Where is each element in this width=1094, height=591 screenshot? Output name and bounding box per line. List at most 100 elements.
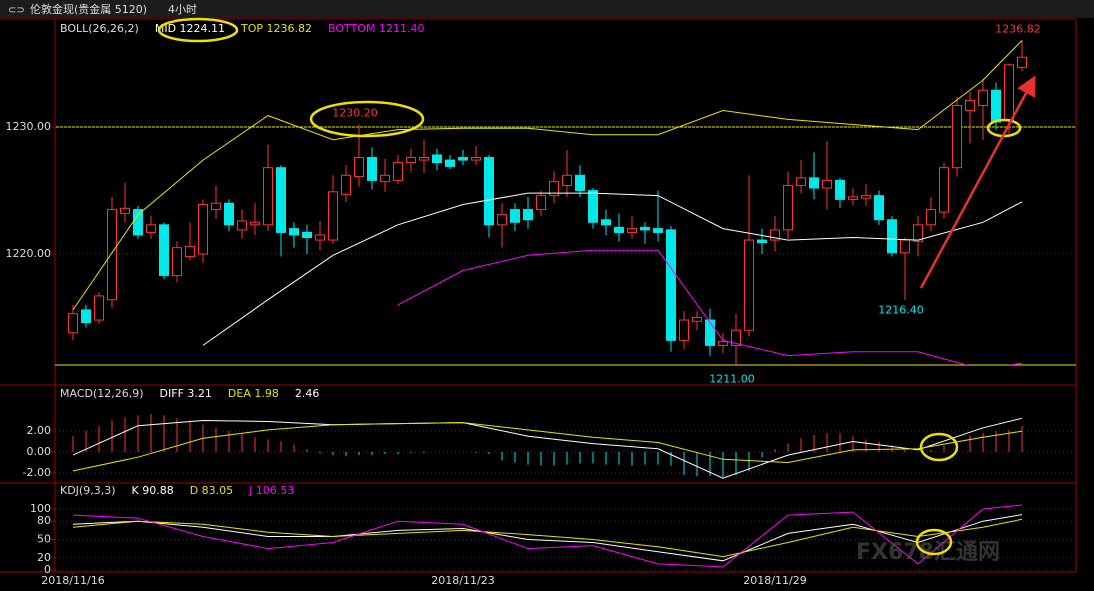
indicator-line: [72, 504, 1023, 568]
candle-body: [497, 214, 507, 226]
indicator-line: [397, 249, 1023, 365]
y-tick-label: 20: [37, 551, 51, 564]
y-tick-label: 100: [30, 502, 51, 515]
axis: -2.00 0.00 2.00: [23, 424, 55, 479]
indicator-line: [202, 192, 1023, 346]
annotation-shapes: [157, 17, 1022, 556]
candle-body: [822, 179, 832, 189]
panel: [55, 414, 1076, 479]
candle-body: [250, 221, 260, 226]
highlight-ellipse: [309, 100, 425, 138]
legend-entry: BOTTOM 1211.40: [328, 22, 424, 35]
candle-body: [965, 99, 975, 112]
candle-body: [341, 174, 351, 195]
axis: 1220.00 1230.00: [6, 120, 55, 260]
candle-body: [887, 219, 897, 254]
candle-body: [900, 239, 910, 254]
candle-body: [237, 220, 247, 231]
candle-body: [692, 317, 702, 322]
candle-body: [809, 177, 819, 189]
indicator-line: [72, 417, 1023, 479]
candle-body: [1017, 56, 1027, 68]
y-tick-label: 1230.00: [6, 120, 52, 133]
candle-body: [653, 228, 663, 233]
price-annotation: 1216.40: [878, 304, 924, 317]
candle-body: [198, 203, 208, 255]
indicator-name: MACD(12,26,9): [60, 387, 144, 400]
y-tick-label: -2.00: [23, 466, 51, 479]
candle-body: [107, 209, 117, 301]
highlight-ellipse: [919, 432, 959, 462]
legend-entry: K 90.88: [132, 484, 174, 497]
trend-arrow: [919, 75, 1036, 289]
candle-body: [289, 228, 299, 236]
candle-body: [679, 319, 689, 341]
x-tick-label: 2018/11/16: [41, 574, 104, 587]
candle-body: [770, 229, 780, 241]
title-bar: [0, 0, 1094, 18]
candle-body: [432, 154, 442, 164]
candle-body: [367, 157, 377, 181]
candle-body: [458, 157, 468, 161]
indicator-line: [72, 514, 1023, 562]
candle-body: [536, 195, 546, 211]
candle-body: [315, 234, 325, 241]
period[interactable]: 4小时: [168, 3, 197, 16]
candle-body: [744, 239, 754, 331]
candle-body: [978, 89, 988, 106]
candle-body: [614, 226, 624, 233]
candle-body: [1004, 64, 1014, 120]
candle-body: [601, 219, 611, 226]
candle-body: [263, 167, 273, 226]
candle-body: [718, 341, 728, 346]
price-annotation: 1211.00: [709, 372, 755, 385]
candle-body: [731, 329, 741, 346]
candle-body: [172, 247, 182, 277]
candle-body: [913, 224, 923, 242]
candle-body: [640, 226, 650, 231]
candle-body: [276, 167, 286, 233]
candle-body: [562, 174, 572, 186]
panel: [55, 504, 1076, 571]
candle-body: [68, 313, 78, 334]
legend-entry: MID 1224.11: [155, 22, 225, 35]
candle-body: [94, 295, 104, 321]
candle-body: [146, 224, 156, 233]
candle-body: [575, 174, 585, 192]
x-tick-label: 2018/11/29: [743, 574, 806, 587]
candle-body: [471, 157, 481, 161]
candle-body: [120, 207, 130, 214]
y-tick-label: 80: [37, 514, 51, 527]
candle-body: [874, 195, 884, 221]
right-strip: [1078, 20, 1094, 591]
candle-body: [796, 177, 806, 186]
legend-entry: 2.46: [295, 387, 320, 400]
price-annotation: 1230.20: [332, 107, 378, 120]
candle-body: [81, 309, 91, 324]
nav-icon[interactable]: ⊂⊃: [8, 5, 25, 16]
y-tick-label: 2.00: [27, 424, 52, 437]
legend-entry: DIFF 3.21: [160, 387, 212, 400]
indicator-name: KDJ(9,3,3): [60, 484, 116, 497]
candle-body: [939, 167, 949, 213]
indicator-name: BOLL(26,26,2): [60, 22, 139, 35]
candle-body: [328, 191, 338, 241]
indicator-line: [72, 518, 1023, 558]
legend-entry: J 106.53: [248, 484, 294, 497]
candle-body: [484, 157, 494, 226]
candle-body: [588, 190, 598, 223]
plot-area: 1220.00 1230.00 1230.20 1236.82 1216.40 1211.…: [6, 22, 1076, 587]
candle-body: [419, 157, 429, 161]
candle-body: [627, 228, 637, 233]
candle-body: [705, 319, 715, 346]
candle-body: [991, 89, 1001, 123]
candle-body: [510, 209, 520, 223]
candle-body: [393, 162, 403, 181]
candle-body: [445, 159, 455, 167]
candle-body: [835, 179, 845, 200]
y-tick-label: 0.00: [27, 445, 52, 458]
price-annotation: 1236.82: [995, 22, 1041, 35]
